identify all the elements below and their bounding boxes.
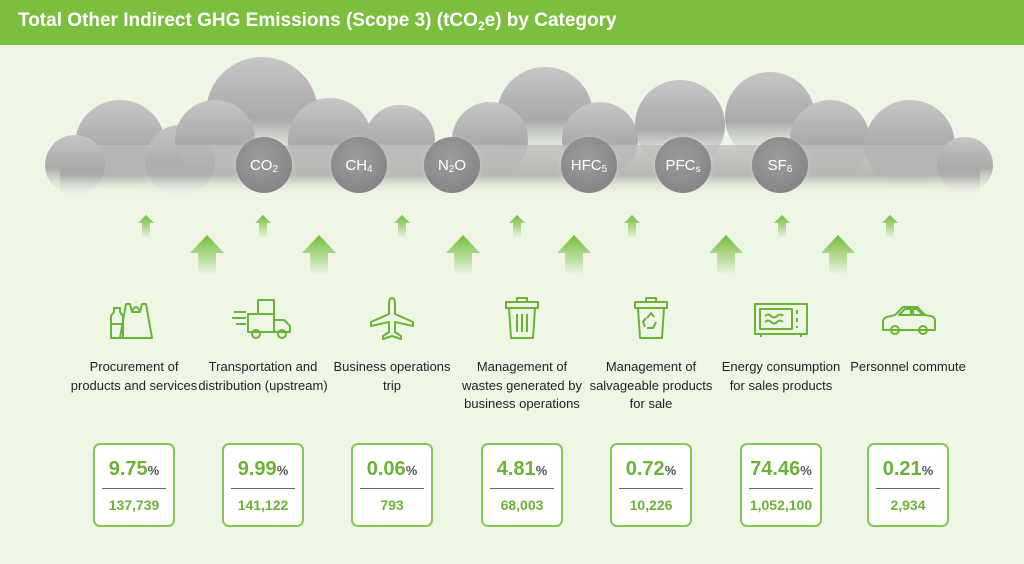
gas-hfc: HFC 5: [561, 137, 617, 193]
gas-pfc: PFC s: [655, 137, 711, 193]
percent-value: 0.72%: [612, 458, 690, 482]
value-card-procurement: 9.75% 137,739: [93, 443, 175, 527]
gas-label: CH: [345, 156, 368, 174]
percent-unit: %: [664, 463, 677, 478]
gas-label: N: [437, 156, 449, 174]
emission-amount: 1,052,100: [749, 497, 813, 513]
category-label: Personnel commute: [850, 359, 966, 374]
percent-value: 0.21%: [869, 458, 947, 482]
gas-subscript: 6: [786, 163, 793, 175]
percent-number: 4.81: [496, 458, 536, 480]
title-text: Total Other Indirect GHG Emissions (Scop…: [18, 10, 478, 31]
value-card-personnel-commute: 0.21% 2,934: [867, 443, 949, 527]
cloud-band: [45, 57, 993, 195]
emission-amount: 141,122: [237, 497, 289, 513]
card-divider: [231, 488, 295, 489]
bottle-bag-icon: [69, 290, 199, 342]
title-text-end: e) by Category: [484, 10, 617, 31]
percent-number: 74.46: [750, 458, 801, 480]
percent-number: 0.21: [882, 458, 922, 480]
category-label: Management of salvageable products for s…: [589, 359, 713, 411]
header-banner: Total Other Indirect GHG Emissions (Scop…: [0, 0, 1024, 45]
category-label: Energy consumption for sales products: [721, 359, 841, 393]
category-label: Management of wastes generated by busine…: [462, 359, 582, 411]
value-card-salvageable-products: 0.72% 10,226: [610, 443, 692, 527]
gas-ch4: CH 4: [331, 137, 387, 193]
title-subscript: 2: [477, 19, 485, 33]
card-divider: [102, 488, 166, 489]
percent-unit: %: [800, 463, 812, 478]
gas-sf6: SF 6: [752, 137, 808, 193]
category-business-trip: Business operations trip: [327, 290, 457, 395]
airplane-icon: [327, 290, 457, 342]
card-divider: [490, 488, 554, 489]
percent-value: 0.06%: [353, 458, 431, 482]
gas-label: PFC: [665, 156, 696, 174]
percent-value: 9.99%: [224, 458, 302, 482]
value-card-business-trip: 0.06% 793: [351, 443, 433, 527]
emission-amount: 793: [380, 497, 404, 513]
recycle-bin-icon: [586, 290, 716, 342]
gas-subscript: s: [695, 163, 701, 175]
gas-label-end: O: [454, 156, 467, 174]
card-divider: [360, 488, 424, 489]
emission-amount: 137,739: [108, 497, 160, 513]
category-label: Procurement of products and services: [70, 359, 198, 393]
percent-unit: %: [405, 463, 418, 478]
percent-number: 0.06: [366, 458, 406, 480]
card-divider: [876, 488, 940, 489]
value-card-waste-management: 4.81% 68,003: [481, 443, 563, 527]
trash-bin-icon: [457, 290, 587, 342]
percent-number: 0.72: [625, 458, 665, 480]
arrow-group: [138, 215, 898, 273]
gas-subscript: 2: [272, 163, 279, 175]
percent-number: 9.99: [237, 458, 277, 480]
category-transportation: Transportation and distribution (upstrea…: [198, 290, 328, 395]
percent-value: 4.81%: [483, 458, 561, 482]
car-icon: [843, 290, 973, 342]
category-label: Business operations trip: [333, 359, 451, 393]
card-divider: [749, 488, 813, 489]
gas-label: SF: [767, 156, 787, 174]
gas-label: CO: [249, 156, 273, 174]
gas-subscript: 2: [448, 163, 455, 175]
card-divider: [619, 488, 683, 489]
emission-amount: 2,934: [890, 497, 926, 513]
gas-subscript: 4: [367, 163, 373, 175]
percent-value: 9.75%: [95, 458, 173, 482]
percent-unit: %: [921, 463, 934, 478]
category-procurement: Procurement of products and services: [69, 290, 199, 395]
delivery-truck-icon: [198, 290, 328, 342]
emission-amount: 10,226: [629, 497, 673, 513]
category-label: Transportation and distribution (upstrea…: [198, 359, 328, 393]
percent-unit: %: [535, 463, 548, 478]
category-personnel-commute: Personnel commute: [843, 290, 973, 377]
percent-number: 9.75: [108, 458, 148, 480]
microwave-icon: [716, 290, 846, 342]
upward-arrows: [138, 215, 898, 273]
gas-co2: CO 2: [236, 137, 292, 193]
gas-label: HFC: [570, 156, 602, 174]
category-waste-management: Management of wastes generated by busine…: [457, 290, 587, 414]
percent-unit: %: [147, 463, 160, 478]
percent-value: 74.46%: [742, 458, 820, 482]
value-card-energy-consumption: 74.46% 1,052,100: [740, 443, 822, 527]
value-card-transportation: 9.99% 141,122: [222, 443, 304, 527]
category-energy-consumption: Energy consumption for sales products: [716, 290, 846, 395]
emission-amount: 68,003: [500, 497, 544, 513]
gas-subscript: 5: [601, 163, 608, 175]
category-salvageable-products: Management of salvageable products for s…: [586, 290, 716, 414]
page-title: Total Other Indirect GHG Emissions (Scop…: [18, 10, 617, 32]
percent-unit: %: [276, 463, 289, 478]
